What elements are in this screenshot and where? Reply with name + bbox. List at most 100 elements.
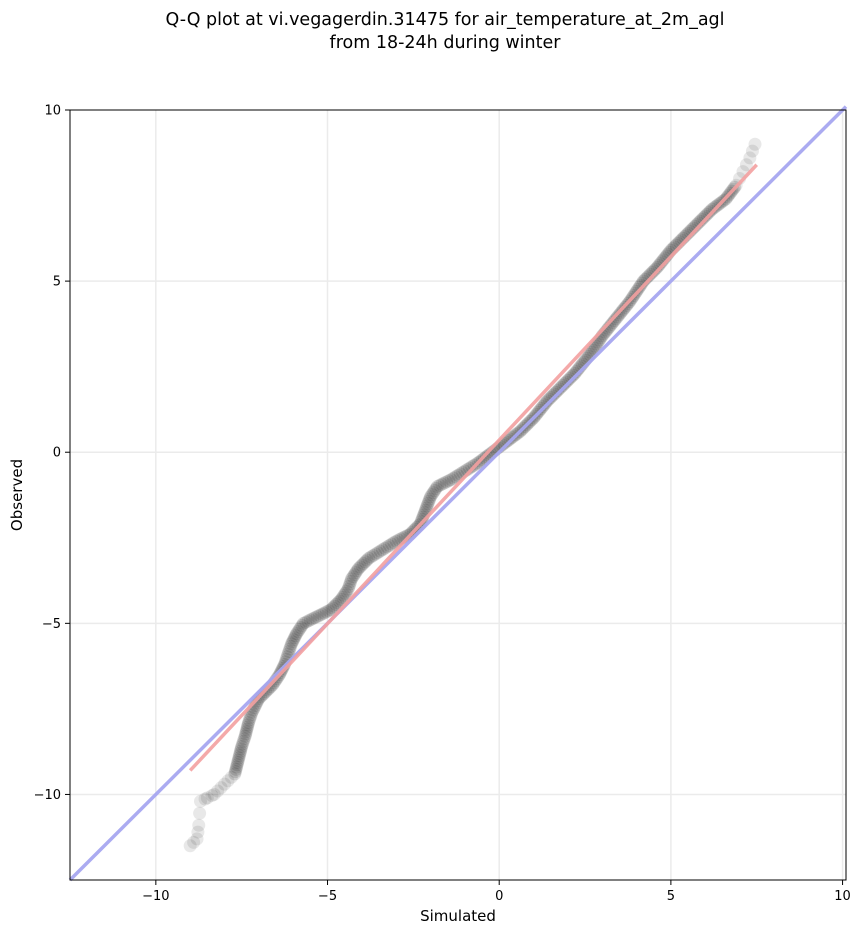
data-point [540,394,554,408]
data-point [426,486,440,500]
data-point [568,367,582,381]
data-point [375,543,389,557]
data-point [648,262,662,276]
data-point [192,818,206,832]
data-point [549,385,563,399]
data-point [385,537,399,551]
data-point [462,461,476,475]
data-point [193,806,207,820]
data-point [695,213,709,227]
data-point [557,377,571,391]
data-point [284,639,298,653]
data-point [428,484,442,498]
data-point [284,637,298,651]
data-point [561,373,575,387]
data-point [693,214,707,228]
data-point [340,584,354,598]
data-point [224,770,238,784]
data-point [214,781,228,795]
data-point [329,598,343,612]
data-point [250,696,264,710]
data-point [324,603,338,617]
data-point [234,744,248,758]
data-point [346,570,360,584]
data-point [207,787,221,801]
data-point [415,513,429,527]
data-point [449,470,463,484]
data-point [378,541,392,555]
data-point [634,278,648,292]
data-point [353,560,367,574]
data-point [547,387,561,401]
data-point [705,202,719,216]
data-point [647,264,661,278]
data-point [211,784,225,798]
data-point [420,499,434,513]
data-point [425,488,439,502]
data-point [333,594,347,608]
data-point [566,368,580,382]
data-point [587,341,601,355]
data-point [240,720,254,734]
data-point [559,375,573,389]
data-points [183,137,762,853]
data-point [551,384,565,398]
y-tick-label: 0 [53,446,61,461]
data-point [331,596,345,610]
data-point [183,839,197,853]
data-point [347,568,361,582]
data-point [357,556,371,570]
data-point [419,501,433,515]
data-point [444,473,458,487]
data-point [430,479,444,493]
data-point [552,382,566,396]
data-point [703,204,717,218]
data-point [200,791,214,805]
data-point [743,151,757,165]
data-point [422,494,436,508]
y-tick-label: −5 [42,617,61,632]
data-point [697,211,711,225]
data-point [294,620,308,634]
data-point [652,259,666,273]
data-point [218,777,232,791]
data-point [233,746,247,760]
data-point [437,476,451,490]
data-point [306,612,320,626]
y-axis-label: Observed [8,459,26,531]
x-tick-label: 10 [834,889,851,904]
data-point [282,645,296,659]
data-point [236,734,250,748]
data-point [292,622,306,636]
data-point [301,614,315,628]
data-point [327,599,341,613]
data-point [373,544,387,558]
data-point [238,729,252,743]
y-axis-ticks: −10 −5 0 5 10 [34,104,70,803]
data-point [429,481,443,495]
data-point [542,392,556,406]
data-point [342,580,356,594]
data-point [221,774,235,788]
data-point [358,555,372,569]
data-point [355,558,369,572]
data-point [290,627,304,641]
data-point [739,158,753,172]
data-point [242,713,256,727]
data-point [299,615,313,629]
data-point [564,370,578,384]
data-point [545,389,559,403]
plot-frame [69,109,847,881]
data-point [364,550,378,564]
data-point [230,758,244,772]
data-point [198,792,212,806]
data-point [440,475,454,489]
data-point [315,607,329,621]
data-point [191,825,205,839]
data-point [344,574,358,588]
data-point [287,633,301,647]
data-point [387,536,401,550]
data-point [313,608,327,622]
data-point [336,590,350,604]
